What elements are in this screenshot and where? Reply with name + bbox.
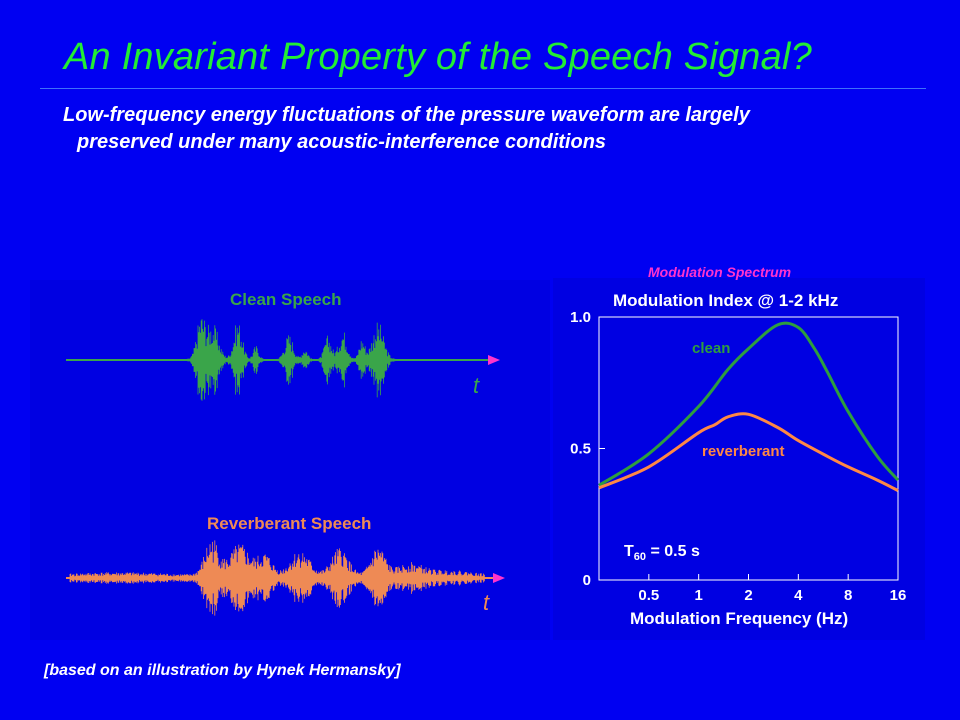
x-tick-label: 4 xyxy=(794,587,803,604)
bullet-line-2: preserved under many acoustic-interferen… xyxy=(77,131,607,153)
title-divider xyxy=(40,88,926,89)
clean-series-label: clean xyxy=(692,340,730,357)
x-tick-label: 8 xyxy=(844,587,852,604)
x-tick-label: 16 xyxy=(890,587,907,604)
t60-sub: 60 xyxy=(634,551,646,563)
reverb-time-axis-label: t xyxy=(483,590,490,615)
reverberant-speech-label: Reverberant Speech xyxy=(207,514,371,533)
t60-main: T xyxy=(624,543,634,560)
credit-text: [based on an illustration by Hynek Herma… xyxy=(44,662,401,679)
reverb-axis-arrow xyxy=(493,573,505,583)
y-tick-label: 0 xyxy=(583,572,591,589)
clean-speech-label: Clean Speech xyxy=(230,290,342,309)
bullet-text: Low-frequency energy fluctuations of the… xyxy=(63,102,923,156)
bullet-line-1: Low-frequency energy fluctuations of the… xyxy=(63,104,750,126)
t60-annotation: T60 = 0.5 s xyxy=(624,543,700,563)
x-tick-label: 0.5 xyxy=(638,587,659,604)
chart-axes: 0.5 1 2 4 8 16 0 0.5 1.0 xyxy=(570,309,906,604)
x-tick-label: 2 xyxy=(744,587,752,604)
clean-time-axis-label: t xyxy=(473,373,480,398)
modulation-spectrum-label: Modulation Spectrum xyxy=(648,264,792,280)
t60-rest: = 0.5 s xyxy=(646,543,700,560)
reverberant-series-label: reverberant xyxy=(702,443,785,460)
slide-title: An Invariant Property of the Speech Sign… xyxy=(64,36,812,78)
series-line-clean xyxy=(598,321,900,487)
chart-title: Modulation Index @ 1-2 kHz xyxy=(613,291,838,310)
chart-series xyxy=(598,321,900,492)
y-tick-label: 0.5 xyxy=(570,441,591,458)
x-axis-title: Modulation Frequency (Hz) xyxy=(630,609,848,628)
series-line-reverberant xyxy=(598,412,899,492)
x-tick-label: 1 xyxy=(694,587,702,604)
y-tick-label: 1.0 xyxy=(570,309,591,326)
clean-axis-arrow xyxy=(488,355,500,365)
